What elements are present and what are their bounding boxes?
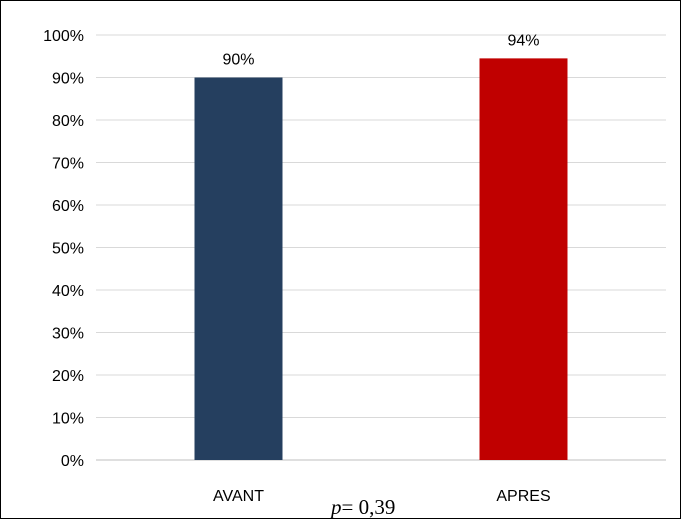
data-label-avant: 90%: [222, 52, 254, 69]
y-tick-label: 20%: [52, 368, 84, 385]
y-tick-label: 90%: [52, 71, 84, 88]
category-label-avant: AVANT: [213, 488, 264, 505]
bar-apres: [479, 58, 568, 460]
p-value-symbol: p: [331, 495, 342, 519]
y-tick-label: 0%: [61, 453, 84, 470]
data-labels: 90% 94%: [222, 32, 539, 68]
y-tick-label: 80%: [52, 113, 84, 130]
bar-avant: [194, 77, 283, 460]
p-value-text: = 0,39: [341, 495, 396, 519]
data-label-apres: 94%: [507, 32, 539, 49]
y-tick-label: 60%: [52, 198, 84, 215]
y-tick-label: 10%: [52, 411, 84, 428]
y-tick-label: 40%: [52, 283, 84, 300]
y-tick-label: 30%: [52, 326, 84, 343]
gridlines: [96, 34, 666, 461]
bars: [194, 58, 568, 460]
x-axis-category-labels: AVANT APRES: [213, 488, 551, 505]
y-tick-label: 70%: [52, 156, 84, 173]
y-axis-tick-labels: 0% 10% 20% 30% 40% 50% 60% 70% 80% 90% 100%: [43, 28, 84, 470]
category-label-apres: APRES: [496, 488, 550, 505]
p-value-annotation: p= 0,39: [331, 495, 395, 520]
y-tick-label: 50%: [52, 241, 84, 258]
y-tick-label: 100%: [43, 28, 84, 45]
